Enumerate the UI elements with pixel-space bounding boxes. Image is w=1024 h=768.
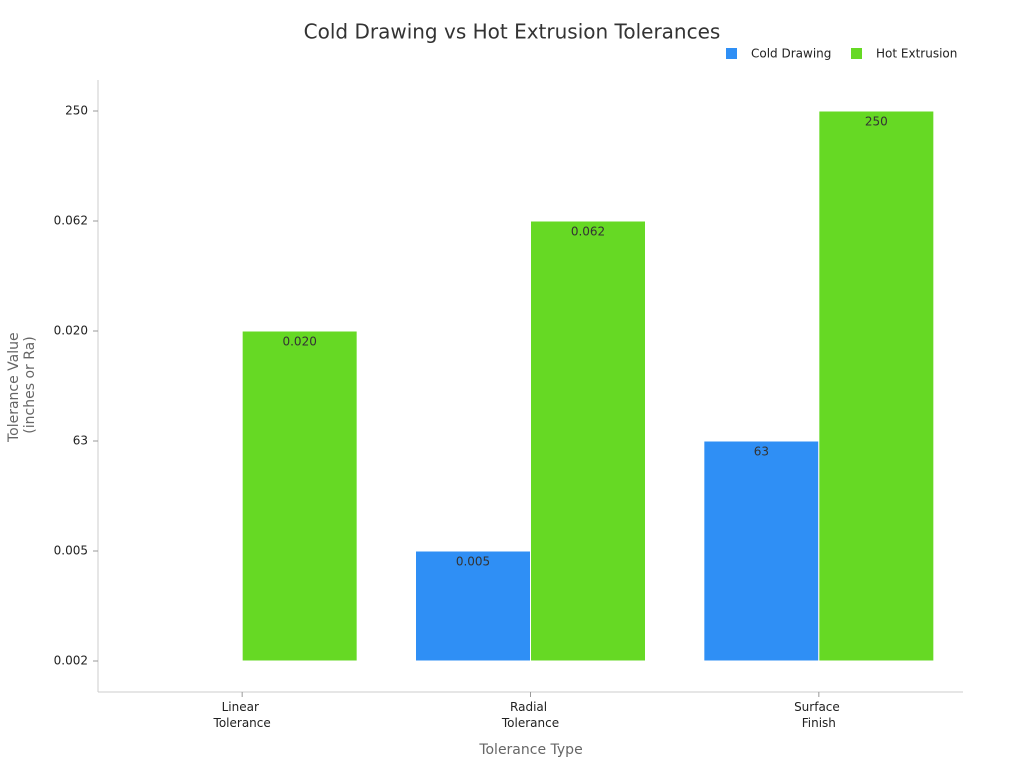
legend-swatch xyxy=(726,48,737,59)
x-tick-label: Surface Finish xyxy=(794,700,844,730)
y-tick-label: 0.062 xyxy=(54,214,88,228)
y-tick-label: 0.005 xyxy=(54,544,88,558)
y-tick-label: 0.020 xyxy=(54,324,88,338)
bar xyxy=(530,220,646,662)
value-label: 250 xyxy=(865,115,888,129)
x-axis-label: Tolerance Type xyxy=(478,742,582,758)
legend-label: Hot Extrusion xyxy=(876,47,957,61)
legend-swatch xyxy=(851,48,862,59)
bar xyxy=(703,440,820,662)
value-label: 63 xyxy=(754,445,769,459)
x-tick-label: Linear Tolerance xyxy=(213,700,271,730)
y-tick-label: 63 xyxy=(73,434,88,448)
x-tick-label: Radial Tolerance xyxy=(501,700,559,730)
y-tick-label: 250 xyxy=(65,104,88,118)
y-axis-label: Tolerance Value (inches or Ra) xyxy=(6,328,38,443)
bar xyxy=(241,330,358,662)
y-tick-label: 0.002 xyxy=(54,654,88,668)
chart-title: Cold Drawing vs Hot Extrusion Tolerances xyxy=(304,20,721,44)
value-label: 0.005 xyxy=(456,555,490,569)
legend-label: Cold Drawing xyxy=(751,47,831,61)
value-label: 0.062 xyxy=(571,225,605,239)
bar xyxy=(818,110,935,662)
bar xyxy=(415,550,531,662)
value-label: 0.020 xyxy=(282,335,316,349)
